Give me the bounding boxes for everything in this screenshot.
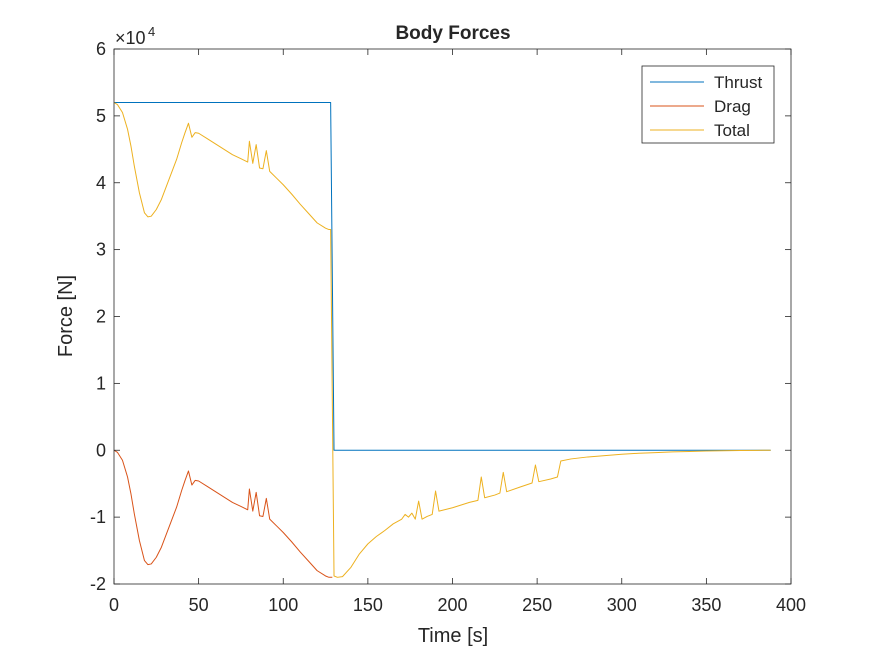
- y-tick-label: 1: [96, 373, 106, 393]
- y-tick-label: -1: [90, 507, 106, 527]
- y-axis-label: Force [N]: [55, 275, 77, 357]
- legend-label-thrust: Thrust: [714, 73, 762, 92]
- y-tick-label: 0: [96, 440, 106, 460]
- legend: Thrust Drag Total: [641, 65, 775, 144]
- y-tick-label: 2: [96, 307, 106, 327]
- x-tick-label: 350: [691, 595, 721, 615]
- series-line-drag: [113, 449, 333, 578]
- legend-label-total: Total: [714, 121, 750, 140]
- y-tick-label: 3: [96, 240, 106, 260]
- x-tick-label: 150: [353, 595, 383, 615]
- series-line-total: [113, 102, 771, 578]
- y-tick-label: 4: [96, 173, 106, 193]
- ticks-layer: 0 50 100 150 200 250 300 350 400 -2 -1 0 1 2 3 4 5 6: [90, 39, 806, 615]
- series-layer: [113, 102, 771, 578]
- y-tick-label: 6: [96, 39, 106, 59]
- exponent-power: 4: [148, 24, 155, 39]
- x-tick-label: 300: [607, 595, 637, 615]
- x-tick-label: 100: [268, 595, 298, 615]
- x-tick-label: 50: [189, 595, 209, 615]
- x-tick-label: 200: [437, 595, 467, 615]
- chart-title: Body Forces: [395, 23, 510, 44]
- legend-label-drag: Drag: [714, 97, 751, 116]
- x-tick-label: 400: [776, 595, 806, 615]
- y-tick-label: -2: [90, 574, 106, 594]
- y-exponent-label: ×10 4: [115, 24, 155, 48]
- x-tick-label: 0: [109, 595, 119, 615]
- y-tick-label: 5: [96, 106, 106, 126]
- x-tick-label: 250: [522, 595, 552, 615]
- series-line-thrust: [114, 102, 771, 451]
- x-axis-label: Time [s]: [418, 625, 488, 647]
- exponent-base: ×10: [115, 28, 146, 48]
